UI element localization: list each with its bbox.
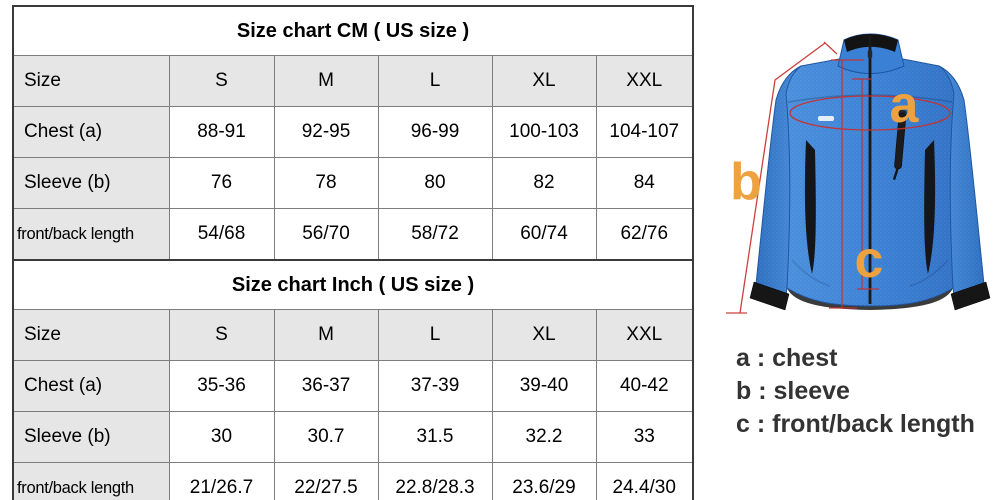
brand-mark [818,116,834,121]
table-row: Sleeve (b) 30 30.7 31.5 32.2 33 [12,411,694,463]
size-value-cell: 24.4/30 [595,462,694,500]
row-label: Sleeve (b) [12,411,170,463]
marker-b-label: b [730,153,762,211]
chest-measure-ellipse [789,95,951,131]
size-value-cell: 22/27.5 [273,462,379,500]
column-header-xl: XL [491,55,597,107]
column-header-size: Size [12,55,170,107]
column-header-m: M [273,55,379,107]
table-row: Sleeve (b) 76 78 80 82 84 [12,157,694,209]
marker-c-label: c [855,231,884,289]
size-value-cell: 22.8/28.3 [377,462,493,500]
row-label: Chest (a) [12,106,170,158]
row-label: Sleeve (b) [12,157,170,209]
size-value-cell: 82 [491,157,597,209]
row-label: front/back length [12,462,170,500]
table-row: Chest (a) 35-36 36-37 37-39 39-40 40-42 [12,360,694,412]
size-value-cell: 100-103 [491,106,597,158]
column-header-xl: XL [491,309,597,361]
sleeve-measure-line [739,42,826,314]
hem-tail [787,288,953,310]
zipper [867,36,873,304]
column-header-xxl: XXL [595,309,694,361]
chest-pocket-zipper [892,109,907,180]
size-value-cell: 58/72 [377,208,493,261]
legend-item-sleeve: b : sleeve [736,377,850,405]
size-value-cell: 84 [595,157,694,209]
legend-item-length: c : front/back length [736,410,975,438]
measurement-legend: a : chest b : sleeve c : front/back leng… [736,342,975,441]
size-value-cell: 32.2 [491,411,597,463]
row-label: front/back length [12,208,170,261]
measure-markers: a b c [730,76,919,289]
size-value-cell: 104-107 [595,106,694,158]
size-value-cell: 60/74 [491,208,597,261]
table-row: Chest (a) 88-91 92-95 96-99 100-103 104-107 [12,106,694,158]
size-value-cell: 92-95 [273,106,379,158]
right-side-panel [924,140,936,274]
size-value-cell: 80 [377,157,493,209]
column-header-s: S [168,55,275,107]
jacket-illustration: a b c [700,0,1000,352]
size-value-cell: 88-91 [168,106,275,158]
size-value-cell: 54/68 [168,208,275,261]
size-table-cm: Size chart CM ( US size ) Size S M L XL XXL Che… [12,5,695,261]
column-header-size: Size [12,309,170,361]
left-side-panel [804,140,816,274]
size-value-cell: 56/70 [273,208,379,261]
column-header-s: S [168,309,275,361]
column-header-l: L [377,55,493,107]
sleeve-measure-tick-top [823,41,838,55]
size-value-cell: 21/26.7 [168,462,275,500]
jacket-figure-svg: a b c [726,33,991,314]
column-header-m: M [273,309,379,361]
row-label: Chest (a) [12,360,170,412]
column-header-xxl: XXL [595,55,694,107]
legend-item-chest: a : chest [736,344,838,372]
left-cuff [749,281,790,311]
column-header-l: L [377,309,493,361]
size-value-cell: 40-42 [595,360,694,412]
size-table-inch: Size chart Inch ( US size ) Size S M L XL XXL C… [12,259,695,500]
size-value-cell: 23.6/29 [491,462,597,500]
size-value-cell: 37-39 [377,360,493,412]
size-value-cell: 62/76 [595,208,694,261]
size-value-cell: 33 [595,411,694,463]
size-value-cell: 31.5 [377,411,493,463]
measurement-lines [726,41,951,314]
size-value-cell: 96-99 [377,106,493,158]
right-cuff [950,281,991,311]
table-title-inch: Size chart Inch ( US size ) [12,259,694,310]
size-value-cell: 76 [168,157,275,209]
size-value-cell: 35-36 [168,360,275,412]
table-row: front/back length 21/26.7 22/27.5 22.8/28.3… [12,462,694,500]
marker-a-label: a [890,76,920,134]
table-title-cm: Size chart CM ( US size ) [12,5,694,56]
table-row: front/back length 54/68 56/70 58/72 60/74 62/… [12,208,694,261]
size-value-cell: 78 [273,157,379,209]
size-value-cell: 30 [168,411,275,463]
size-tables-area: Size chart CM ( US size ) Size S M L XL XXL Che… [12,5,695,500]
size-value-cell: 30.7 [273,411,379,463]
size-value-cell: 39-40 [491,360,597,412]
size-value-cell: 36-37 [273,360,379,412]
